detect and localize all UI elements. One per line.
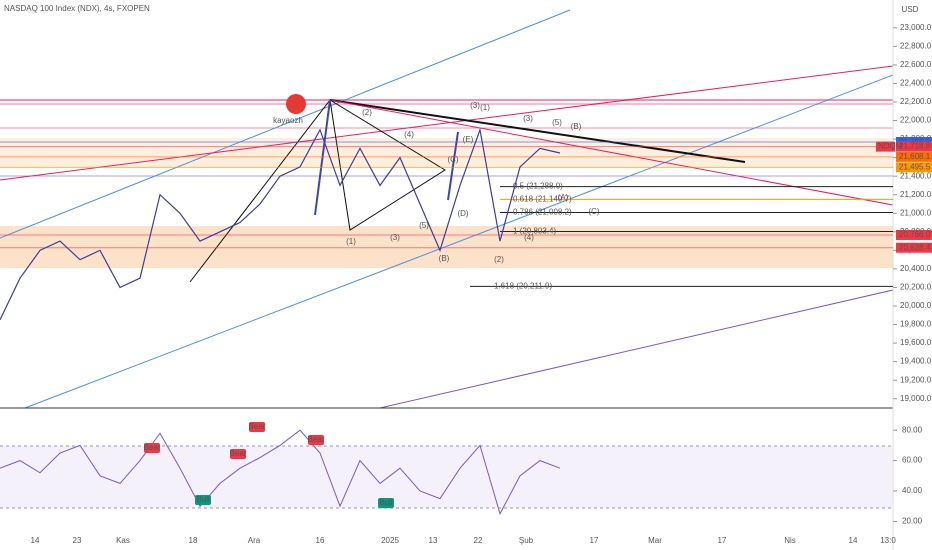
wave-label: (D): [457, 209, 468, 218]
price-tag: [896, 141, 932, 152]
signal-bg: [249, 422, 265, 432]
symbol-tag: NDQM: [878, 142, 903, 151]
wave-label: (B): [571, 122, 582, 131]
wave-label: (5): [419, 221, 429, 230]
signal-label: Bear: [230, 449, 247, 458]
x-tick-label: Nis: [784, 536, 796, 545]
signal-bg: [144, 443, 160, 453]
rsi-tick-label: 20.00: [902, 517, 923, 526]
x-tick-label: 16: [316, 536, 325, 545]
fib-label: 1 (20,803.4): [513, 227, 556, 236]
wave-label: (2): [362, 108, 372, 117]
price-tag: [896, 242, 932, 253]
wave-label: (2): [494, 255, 504, 264]
x-tick-label: 13:0: [880, 536, 896, 545]
x-tick-label: 22: [474, 536, 483, 545]
price-label: 21,718.8: [899, 142, 931, 151]
fib-label: 1.618 (20,211.9): [494, 281, 552, 290]
x-tick-label: 14: [849, 536, 858, 545]
x-tick-label: 23: [73, 536, 82, 545]
wave-label: (3): [390, 233, 400, 242]
rsi-tick-label: 60.00: [902, 456, 923, 465]
wave-label: (A): [558, 193, 569, 202]
x-tick-label: 13: [429, 536, 438, 545]
y-tick-label: 21,200.0: [900, 190, 932, 199]
price-label: 21,495.5: [899, 162, 931, 171]
y-tick-label: 19,800.0: [900, 320, 932, 329]
price-label: 20,628.4: [899, 243, 931, 252]
fib-label: 0.5 (21,288.0): [513, 182, 563, 191]
x-tick-label: 14: [31, 536, 40, 545]
chart-title: NASDAQ 100 Index (NDX), 4s, FXOPEN: [4, 4, 150, 13]
wave-label: (C): [447, 155, 458, 164]
price-tag: [896, 229, 932, 240]
x-tick-label: 2025: [381, 536, 399, 545]
wave-label: (1): [480, 103, 490, 112]
y-tick-label: 23,000.0: [900, 23, 932, 32]
price-line-series: [0, 127, 561, 321]
author: kayaozh: [273, 116, 303, 125]
y-tick-label: 19,600.0: [900, 338, 932, 347]
wave-label: (E): [463, 135, 474, 144]
signal-bg: [230, 449, 246, 459]
y-tick-label: 22,600.0: [900, 60, 932, 69]
y-tick-label: 22,000.0: [900, 116, 932, 125]
signal-bg: [195, 495, 211, 505]
wave-label: (4): [524, 233, 534, 242]
signal-bg: [308, 435, 324, 445]
x-tick-label: Ara: [248, 536, 261, 545]
wave-label: (4): [404, 130, 414, 139]
wave-label: (C): [588, 207, 599, 216]
price-tag: [896, 162, 932, 173]
x-tick-label: Kas: [116, 536, 130, 545]
y-tick-label: 22,400.0: [900, 79, 932, 88]
signal-label: Bear: [249, 422, 266, 431]
fib-label: 0.618 (21,149.7): [513, 195, 572, 204]
y-tick-label: 20,400.0: [900, 264, 932, 273]
y-tick-label: 22,200.0: [900, 97, 932, 106]
wave-label: (3): [523, 114, 533, 123]
wave-label: (1): [346, 237, 356, 246]
signal-label: Bull: [379, 498, 393, 507]
y-tick-label: 21,400.0: [900, 171, 932, 180]
x-tick-label: 17: [590, 536, 599, 545]
y-tick-label: 19,200.0: [900, 375, 932, 384]
fib-label: 0.786 (21,008.2): [513, 208, 572, 217]
rsi-tick-label: 40.00: [902, 486, 923, 495]
y-tick-label: 20,000.0: [900, 301, 932, 310]
signal-bg: [378, 498, 394, 508]
price-label: 21,608.1: [899, 152, 931, 161]
wave-label: (3): [470, 101, 480, 110]
signal-label: Bear: [308, 435, 325, 444]
x-tick-label: 18: [189, 536, 198, 545]
x-tick-label: Mar: [648, 536, 662, 545]
y-tick-label: 19,400.0: [900, 357, 932, 366]
x-tick-label: 17: [718, 536, 727, 545]
y-tick-label: 19,000.0: [900, 394, 932, 403]
currency: USD: [902, 5, 919, 14]
price-label: 21,768.6: [899, 137, 931, 146]
y-tick-label: 22,800.0: [900, 41, 932, 50]
signal-label: Bear: [144, 443, 161, 452]
price-tag: [896, 151, 932, 162]
wave-label: (5): [552, 118, 562, 127]
signal-label: Bull: [196, 495, 210, 504]
y-tick-label: 21,000.0: [900, 208, 932, 217]
price-label: 20,766.0: [899, 230, 931, 239]
y-tick-label: 20,200.0: [900, 283, 932, 292]
wave-label: (B): [439, 254, 450, 263]
rsi-tick-label: 80.00: [902, 425, 923, 434]
x-tick-label: Şub: [519, 536, 534, 545]
symbol-tag-bg: [876, 141, 895, 152]
rsi-line: [0, 429, 561, 516]
